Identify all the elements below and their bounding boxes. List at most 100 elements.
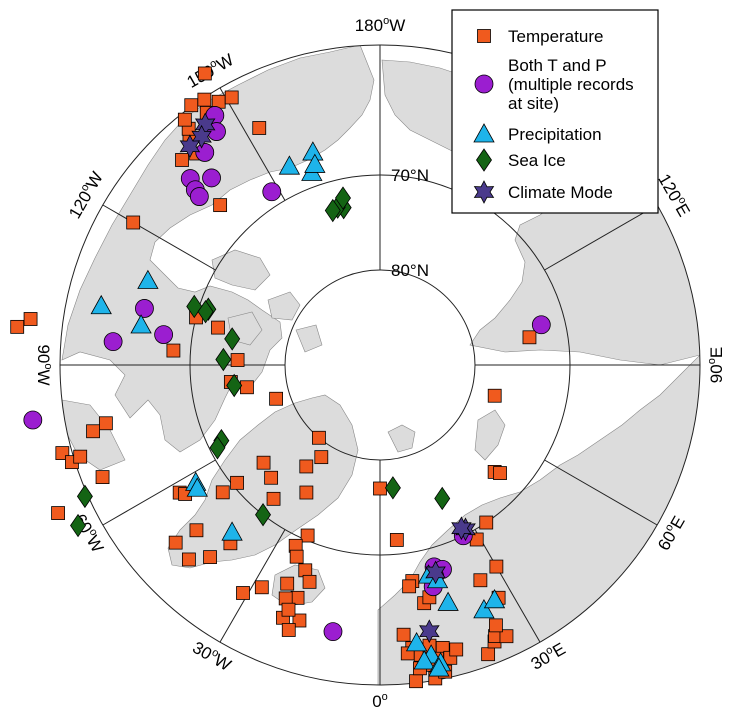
temperature-site-marker <box>269 391 283 406</box>
longitude-label: 180oW <box>355 15 406 36</box>
temperature-site-marker <box>402 579 417 594</box>
climate-mode-site-marker <box>419 619 440 644</box>
both-t-p-site-marker <box>189 187 209 206</box>
both-t-p-site-marker <box>154 325 174 344</box>
climate-mode-site-marker <box>191 124 212 149</box>
temperature-site-marker <box>290 590 305 605</box>
sea-ice-site-marker <box>76 484 93 509</box>
both-t-p-site-marker <box>23 410 43 430</box>
sea-ice-site-marker <box>70 513 87 538</box>
sea-ice-site-marker <box>215 347 232 372</box>
temperature-site-marker <box>373 481 387 496</box>
legend-label: (multiple records <box>508 75 634 94</box>
legend-label: Both T and P <box>508 56 607 75</box>
precipitation-site-marker <box>186 477 208 497</box>
temperature-site-marker <box>266 491 281 506</box>
precipitation-site-marker <box>405 632 428 652</box>
sea-ice-site-marker <box>324 198 341 223</box>
legend: Temperature Both T and P(multiple records… <box>451 9 659 214</box>
temperature-site-marker <box>240 380 254 395</box>
temperature-site-marker <box>299 459 314 474</box>
temperature-site-marker <box>489 559 504 574</box>
legend-box <box>451 9 659 214</box>
meridian-line <box>219 529 286 643</box>
temperature-site-marker <box>487 388 502 403</box>
precipitation-site-marker <box>304 153 326 173</box>
temperature-site-marker <box>289 549 304 564</box>
temperature-site-marker <box>184 98 199 113</box>
longitude-label: 0o <box>372 691 388 712</box>
temperature-site-marker <box>230 353 245 367</box>
precipitation-site-marker <box>90 294 112 315</box>
arctic-islands <box>295 324 323 353</box>
sea-ice-site-marker <box>434 486 451 511</box>
temperature-site-marker <box>181 552 196 567</box>
legend-label: Temperature <box>508 27 603 46</box>
temperature-site-marker <box>314 450 329 465</box>
temperature-site-marker <box>292 613 307 628</box>
meridian-line <box>102 204 216 271</box>
temperature-site-marker <box>86 424 100 439</box>
temperature-site-marker <box>256 455 271 470</box>
sea-ice-site-marker <box>224 327 241 351</box>
temperature-site-marker <box>396 627 411 642</box>
temperature-site-marker <box>51 506 65 520</box>
meridian-line <box>102 459 216 526</box>
precipitation-site-marker <box>221 521 243 541</box>
both-t-p-site-marker <box>531 315 551 335</box>
temperature-site-marker <box>175 153 189 167</box>
legend-label: at site) <box>508 94 559 113</box>
temperature-site-marker <box>10 319 25 334</box>
precipitation-site-marker <box>437 591 459 611</box>
sea-ice-site-marker <box>197 299 214 324</box>
sea-ice-site-marker <box>255 503 272 527</box>
arctic-islands <box>211 249 271 291</box>
both-t-p-site-marker <box>323 622 343 642</box>
climate-mode-site-marker <box>179 134 201 159</box>
legend-climate-mode-icon <box>473 180 495 204</box>
temperature-site-marker <box>166 343 181 358</box>
temperature-site-marker <box>213 198 228 213</box>
temperature-site-marker <box>479 515 494 530</box>
temperature-site-marker <box>489 618 503 633</box>
both-t-p-site-marker <box>135 299 154 318</box>
temperature-site-marker <box>215 485 230 500</box>
sea-ice-site-marker <box>335 186 351 210</box>
temperature-site-marker <box>23 312 38 326</box>
temperature-site-marker <box>409 674 423 689</box>
precipitation-site-marker <box>130 314 152 334</box>
latitude-label: 80°N <box>391 261 429 280</box>
temperature-site-marker <box>211 320 225 335</box>
temperature-site-marker <box>281 602 296 617</box>
temperature-site-marker <box>230 475 244 490</box>
meridian-line <box>474 529 541 643</box>
temperature-site-marker <box>126 215 141 230</box>
sea-ice-site-marker <box>384 476 401 500</box>
temperature-site-marker <box>281 623 296 637</box>
arctic-islands <box>267 291 301 321</box>
temperature-site-marker <box>168 535 183 550</box>
site-markers <box>10 66 551 689</box>
both-t-p-site-marker <box>103 332 123 352</box>
legend-label: Precipitation <box>508 125 602 144</box>
temperature-site-marker <box>493 466 507 480</box>
both-t-p-site-marker <box>202 168 221 188</box>
temperature-site-marker <box>189 523 204 538</box>
meridian-line <box>544 204 658 271</box>
temperature-site-marker <box>499 629 514 644</box>
longitude-label: 90oW <box>34 344 55 385</box>
temperature-site-marker <box>312 430 326 445</box>
sea-ice-site-marker <box>209 436 226 460</box>
both-t-p-site-marker <box>262 182 282 202</box>
temperature-site-marker <box>254 580 269 595</box>
precipitation-site-marker <box>473 599 495 619</box>
climate-mode-site-marker <box>425 560 446 585</box>
temperature-site-marker <box>98 416 113 431</box>
meridian-line <box>219 87 286 201</box>
climate-mode-site-marker <box>451 516 472 541</box>
temperature-site-marker <box>300 528 315 543</box>
temperature-site-marker <box>298 563 313 578</box>
temperature-site-marker <box>236 586 250 600</box>
temperature-site-marker <box>473 573 488 588</box>
